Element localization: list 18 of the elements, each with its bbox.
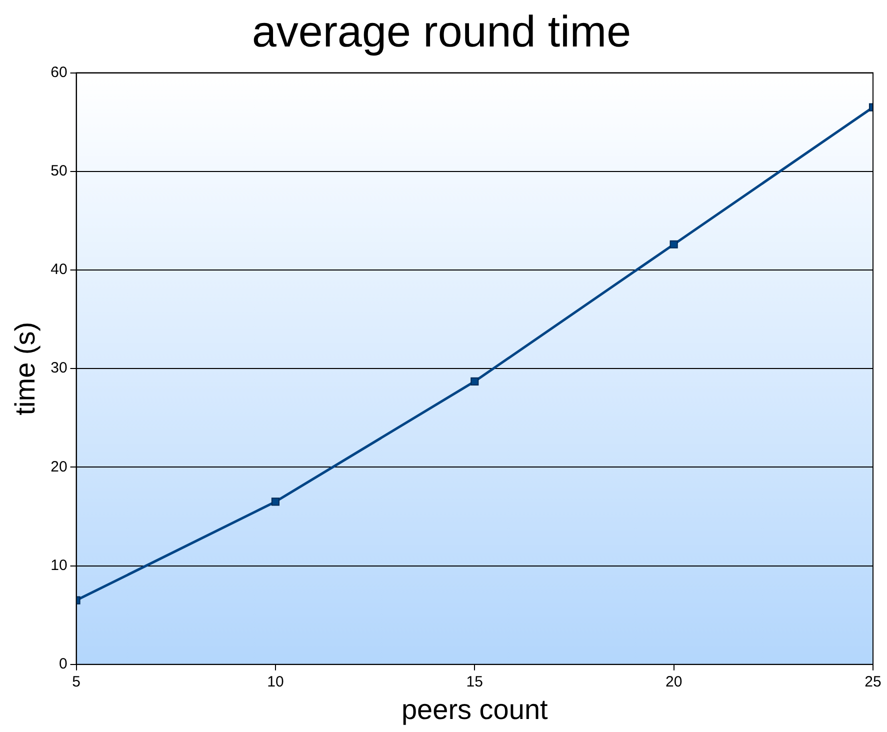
x-tick-label: 20 — [665, 674, 682, 691]
x-tick-label: 5 — [72, 674, 80, 691]
point — [271, 498, 280, 506]
x-tick-label: 10 — [267, 674, 284, 691]
y-tick-label: 60 — [50, 64, 68, 81]
y-tick-label: 40 — [50, 261, 68, 278]
chart-title: average round time — [252, 8, 632, 57]
point — [670, 240, 678, 248]
y-tick-label: 50 — [50, 162, 68, 180]
x-axis-title: peers count — [401, 694, 548, 725]
y-tick-label: 20 — [50, 458, 68, 476]
y-axis-title: time (s) — [10, 322, 41, 416]
y-tick-label: 10 — [50, 556, 68, 574]
y-tick-label: 30 — [50, 360, 68, 377]
x-tick-label: 25 — [864, 674, 882, 691]
x-tick-label: 15 — [466, 674, 483, 691]
point — [470, 377, 479, 386]
y-tick-label: 0 — [58, 656, 68, 673]
